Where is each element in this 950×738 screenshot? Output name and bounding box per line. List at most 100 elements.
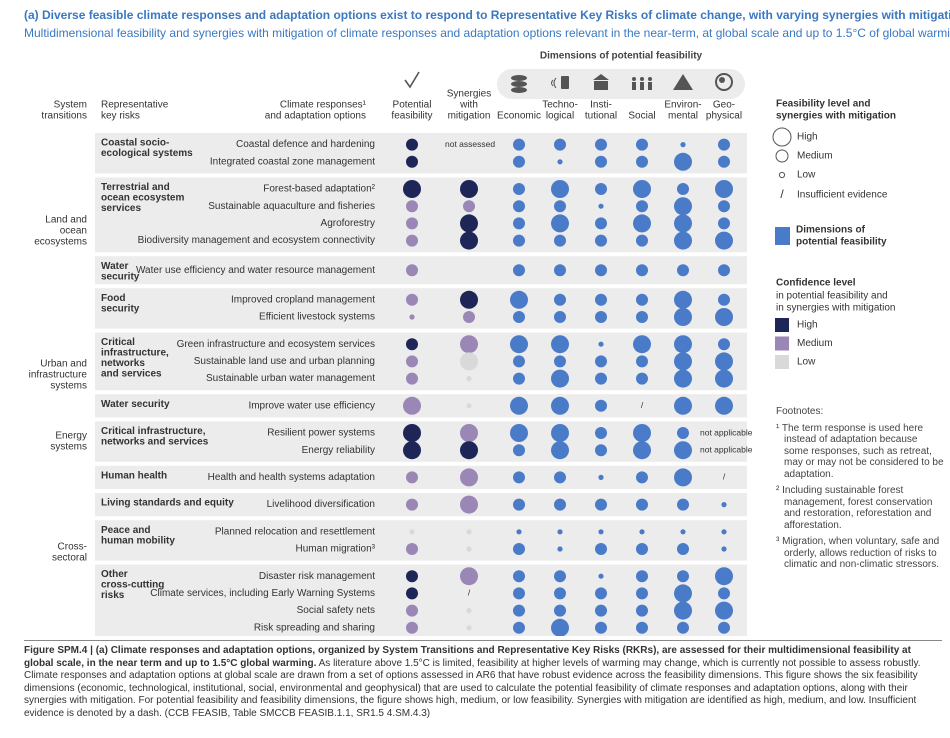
feasibility-dot — [463, 311, 475, 323]
feasibility-dot — [466, 403, 472, 409]
dimension-dot — [595, 183, 607, 195]
dimension-dot — [595, 234, 607, 247]
column-header: Economic — [497, 111, 541, 122]
dimension-dot — [554, 471, 566, 484]
risk-label: Water — [101, 261, 129, 272]
dimension-dot — [674, 152, 692, 171]
system-label: ocean — [60, 225, 87, 236]
feasibility-dot — [406, 543, 418, 555]
dimension-dot — [636, 200, 648, 213]
legend-swatch — [775, 318, 789, 332]
option-label: Integrated coastal zone management — [210, 156, 375, 167]
feasibility-dot — [460, 495, 478, 514]
dimension-dot — [554, 498, 566, 511]
legend-title: Feasibility level and — [776, 99, 870, 110]
dimension-dot — [718, 264, 730, 277]
system-label: sectoral — [52, 553, 87, 564]
risk-label: Terrestrial and — [101, 182, 170, 193]
feasibility-dot — [460, 424, 478, 442]
option-label: Sustainable aquaculture and fisheries — [208, 201, 375, 212]
column-header: Techno- — [542, 100, 578, 111]
legend-label: Insufficient evidence — [797, 190, 888, 201]
dimension-dot — [513, 587, 525, 600]
dimension-dot — [554, 587, 566, 600]
footnote: ³ Migration, when voluntary, safe and or… — [776, 536, 940, 570]
dimension-dot — [674, 308, 692, 326]
feasibility-dot — [406, 471, 418, 484]
feasibility-dot — [460, 180, 478, 198]
dimension-dot — [639, 529, 645, 535]
legend-label: Medium — [797, 338, 833, 349]
feasibility-dot — [460, 214, 478, 233]
option-label: Livelihood diversification — [267, 499, 375, 510]
option-label: Human migration³ — [296, 544, 376, 555]
risk-label: Coastal socio- — [101, 138, 169, 149]
dimension-dot — [513, 264, 525, 277]
dimension-dot — [718, 200, 730, 213]
dimension-dot — [598, 529, 604, 535]
dimension-dot — [674, 290, 692, 309]
legend-label: High — [797, 320, 818, 331]
dimension-dot — [674, 197, 692, 216]
group-band — [95, 133, 747, 174]
dimension-dot — [636, 372, 648, 385]
dimension-dot — [554, 200, 566, 213]
dimension-dot — [554, 138, 566, 151]
dimension-dot — [513, 155, 525, 168]
dimension-dot — [636, 498, 648, 511]
dimension-dot — [715, 308, 733, 326]
dimension-dot — [674, 231, 692, 250]
option-label: Energy reliability — [302, 445, 375, 456]
risk-label: Food — [101, 293, 125, 304]
dimension-dot — [718, 155, 730, 168]
dimension-dot — [513, 372, 525, 385]
dimension-dot — [718, 138, 730, 151]
dimension-dot — [510, 335, 528, 354]
column-header: Representative — [101, 100, 169, 111]
dimension-dot — [557, 546, 563, 552]
dimension-dot — [554, 264, 566, 277]
dimension-dot — [674, 396, 692, 415]
risk-label: security — [101, 271, 140, 282]
risk-label: Living standards and equity — [101, 498, 234, 509]
dimension-dot — [513, 183, 525, 195]
column-header: tutional — [585, 111, 617, 122]
feasibility-dot — [466, 529, 472, 535]
caption-text: As literature above 1.5°C is limited, fe… — [24, 657, 921, 719]
dimension-dot — [715, 567, 733, 586]
feasibility-dot — [403, 396, 421, 415]
option-label: Health and health systems adaptation — [208, 472, 375, 483]
dimension-dot — [677, 570, 689, 583]
cell-text: / — [723, 472, 726, 482]
dimension-dot — [554, 234, 566, 247]
dimension-dot — [595, 621, 607, 634]
dimension-dot — [595, 444, 607, 457]
legend-label: Medium — [797, 151, 833, 162]
legend-dot — [772, 127, 792, 147]
feasibility-dot — [406, 155, 418, 168]
dimension-dot — [554, 570, 566, 583]
feasibility-dot — [406, 372, 418, 385]
dimension-dot — [595, 372, 607, 385]
title: (a) Diverse feasible climate responses a… — [24, 8, 950, 22]
dimension-dot — [516, 529, 522, 535]
risk-label: ecological systems — [101, 148, 193, 159]
dimension-dot — [718, 621, 730, 634]
dimension-dot — [636, 604, 648, 617]
system-label: Cross- — [58, 542, 87, 553]
cell-text: / — [468, 588, 471, 598]
feasibility-dot — [460, 231, 478, 250]
dimension-dot — [598, 474, 604, 480]
feasibility-dot — [406, 621, 418, 634]
risk-label: Peace and — [101, 525, 150, 536]
footnote: ¹ The term response is used here instead… — [776, 422, 944, 480]
dimension-dot — [636, 543, 648, 555]
dimension-dot — [554, 355, 566, 368]
dimension-dot — [636, 471, 648, 484]
column-header: feasibility — [391, 111, 432, 122]
dimension-dot — [551, 369, 569, 388]
option-label: Sustainable urban water management — [206, 373, 375, 384]
dimension-dot — [513, 621, 525, 634]
option-label: Improve water use efficiency — [248, 400, 375, 411]
option-label: Improved cropland management — [231, 294, 375, 305]
